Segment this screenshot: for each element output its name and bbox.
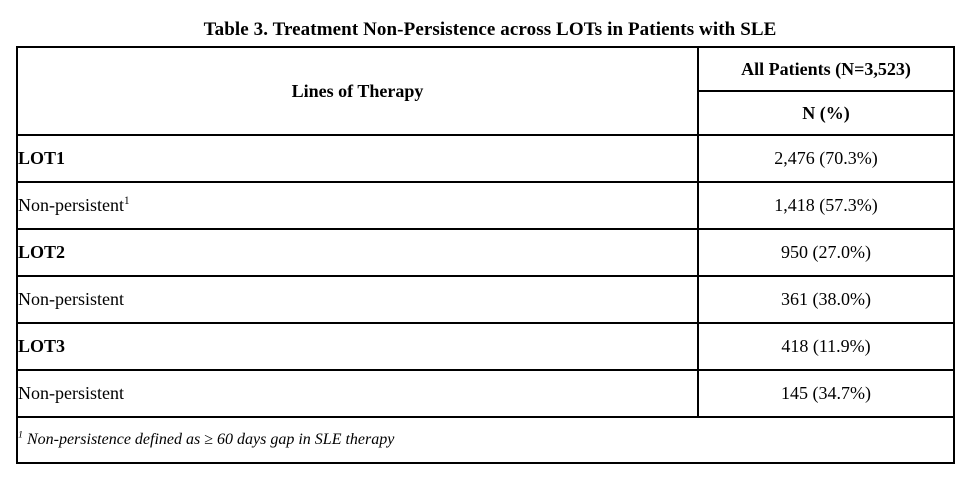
footnote-text: Non-persistence defined as ≥ 60 days gap…	[22, 431, 395, 448]
table-title: Table 3. Treatment Non-Persistence acros…	[203, 19, 777, 40]
table-body: LOT1 2,476 (70.3%) Non-persistent1 1,418 (5…	[16, 134, 955, 418]
table-row: LOT2 950 (27.0%)	[16, 228, 955, 277]
footnote-row: 1 Non-persistence defined as ≥ 60 days g…	[16, 416, 955, 464]
header-row-1: Lines of Therapy All Patients (N=3,523)	[16, 46, 955, 136]
column-header-all-patients: All Patients (N=3,523)	[697, 46, 955, 92]
row-label-subcategory: Non-persistent1	[16, 181, 699, 230]
data-table: Lines of Therapy All Patients (N=3,523) …	[16, 46, 955, 464]
row-label-lot: LOT2	[16, 228, 699, 277]
table-row: LOT1 2,476 (70.3%)	[16, 134, 955, 183]
row-value: 361 (38.0%)	[697, 275, 955, 324]
column-subheader-n-percent: N (%)	[697, 90, 955, 136]
row-label-subcategory: Non-persistent	[16, 369, 699, 418]
row-value: 1,418 (57.3%)	[697, 181, 955, 230]
table-row: LOT3 418 (11.9%)	[16, 322, 955, 371]
table-footnote: 1 Non-persistence defined as ≥ 60 days g…	[16, 416, 955, 464]
row-value: 950 (27.0%)	[697, 228, 955, 277]
column-header-lines-of-therapy: Lines of Therapy	[16, 46, 699, 136]
footnote-marker: 1	[123, 195, 130, 207]
header-row-2: N (%)	[17, 90, 955, 136]
row-value: 418 (11.9%)	[697, 322, 955, 371]
row-value: 2,476 (70.3%)	[697, 134, 955, 183]
table-row: Non-persistent1 1,418 (57.3%)	[16, 181, 955, 230]
row-value: 145 (34.7%)	[697, 369, 955, 418]
row-label-lot: LOT3	[16, 322, 699, 371]
table-row: Non-persistent 361 (38.0%)	[16, 275, 955, 324]
table-row: Non-persistent 145 (34.7%)	[16, 369, 955, 418]
footnote-marker: 1	[18, 429, 23, 441]
row-label-subcategory: Non-persistent	[16, 275, 699, 324]
row-label-lot: LOT1	[16, 134, 699, 183]
